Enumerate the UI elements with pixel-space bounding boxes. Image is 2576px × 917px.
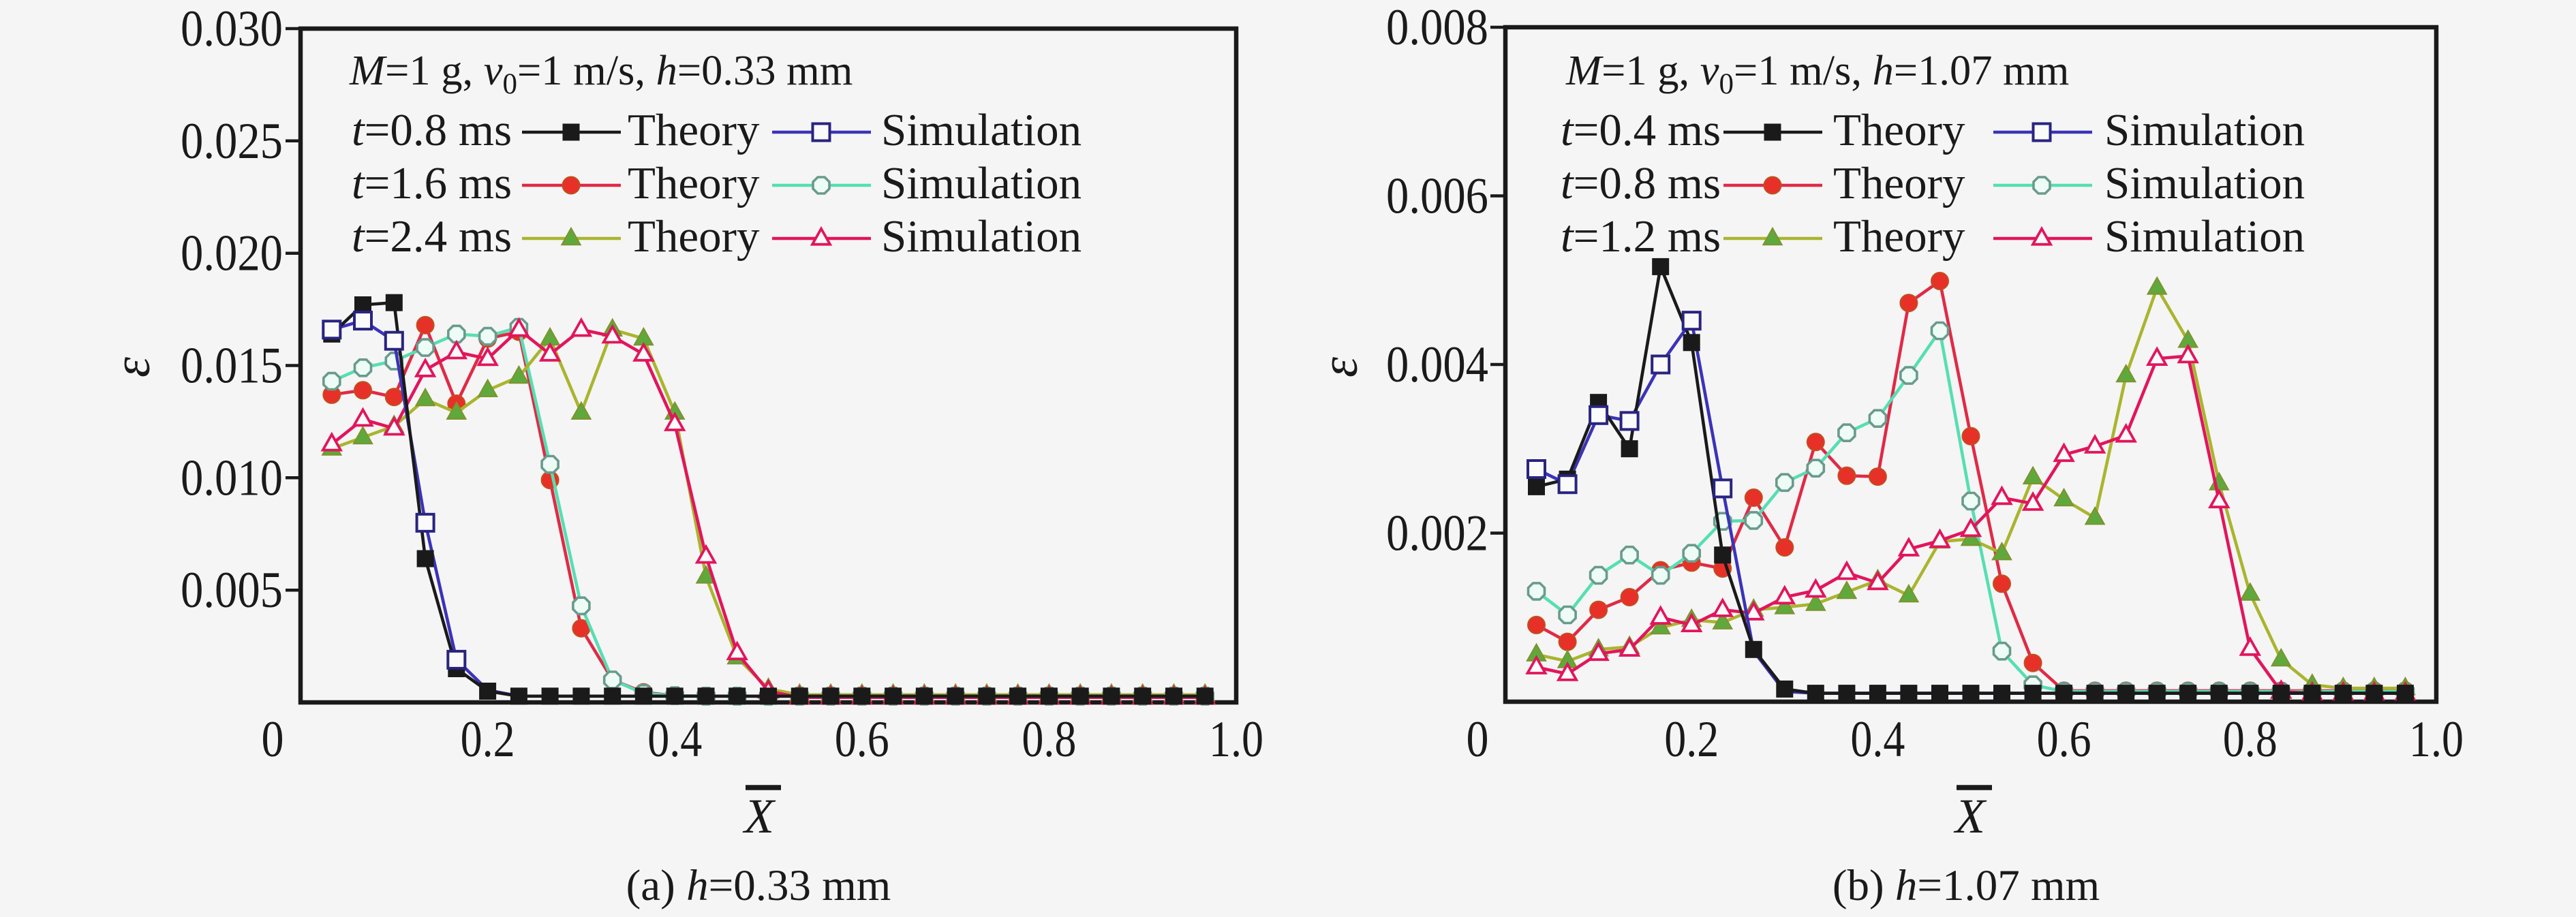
svg-text:Simulation: Simulation (881, 158, 1082, 208)
svg-text:Theory: Theory (1833, 105, 1965, 155)
svg-text:0.2: 0.2 (461, 711, 515, 768)
svg-text:t=0.4 ms: t=0.4 ms (1561, 105, 1721, 155)
svg-text:0.6: 0.6 (835, 711, 889, 768)
svg-text:M=1 g, v0=1 m/s, h=0.33 mm: M=1 g, v0=1 m/s, h=0.33 mm (349, 46, 853, 100)
svg-text:0.005: 0.005 (181, 562, 283, 619)
svg-text:0.8: 0.8 (1022, 711, 1076, 768)
svg-text:1.0: 1.0 (1209, 711, 1263, 768)
svg-text:M=1 g, v0=1 m/s, h=1.07 mm: M=1 g, v0=1 m/s, h=1.07 mm (1565, 46, 2069, 100)
svg-text:0.008: 0.008 (1386, 0, 1488, 56)
svg-text:0.002: 0.002 (1386, 506, 1488, 562)
svg-text:Simulation: Simulation (2104, 158, 2305, 208)
svg-text:Theory: Theory (628, 105, 760, 155)
svg-text:1.0: 1.0 (2409, 711, 2464, 768)
svg-text:Simulation: Simulation (2104, 211, 2305, 262)
svg-text:Theory: Theory (628, 211, 760, 262)
svg-text:X: X (1953, 789, 1987, 843)
svg-text:t=1.2 ms: t=1.2 ms (1561, 211, 1721, 262)
svg-text:0: 0 (1467, 711, 1489, 768)
svg-text:ε: ε (104, 357, 161, 377)
svg-text:X: X (742, 789, 776, 843)
svg-text:0.6: 0.6 (2037, 711, 2091, 768)
svg-text:(b) h=1.07 mm: (b) h=1.07 mm (1833, 861, 2100, 910)
svg-text:0.025: 0.025 (181, 113, 283, 170)
svg-text:Theory: Theory (1833, 158, 1965, 208)
svg-text:0: 0 (262, 711, 284, 768)
svg-text:Simulation: Simulation (881, 105, 1082, 155)
svg-text:0.8: 0.8 (2223, 711, 2278, 768)
svg-text:0.006: 0.006 (1386, 168, 1488, 225)
svg-text:Simulation: Simulation (881, 211, 1082, 262)
svg-text:0.4: 0.4 (1850, 711, 1905, 768)
svg-text:0.030: 0.030 (181, 1, 283, 57)
svg-text:0.020: 0.020 (181, 226, 283, 282)
svg-text:0.4: 0.4 (647, 711, 702, 768)
svg-text:0.015: 0.015 (181, 338, 283, 394)
svg-text:Theory: Theory (628, 158, 760, 208)
svg-text:t=0.8 ms: t=0.8 ms (352, 105, 512, 155)
svg-text:(a) h=0.33 mm: (a) h=0.33 mm (626, 861, 891, 910)
svg-text:ε: ε (1311, 357, 1368, 377)
svg-text:0.004: 0.004 (1386, 337, 1488, 393)
svg-text:t=0.8 ms: t=0.8 ms (1561, 158, 1721, 208)
svg-text:0.2: 0.2 (1664, 711, 1719, 768)
svg-text:Simulation: Simulation (2104, 105, 2305, 155)
svg-text:t=1.6 ms: t=1.6 ms (352, 158, 512, 208)
svg-text:Theory: Theory (1833, 211, 1965, 262)
svg-text:0.010: 0.010 (181, 450, 283, 506)
svg-text:t=2.4 ms: t=2.4 ms (352, 211, 512, 262)
